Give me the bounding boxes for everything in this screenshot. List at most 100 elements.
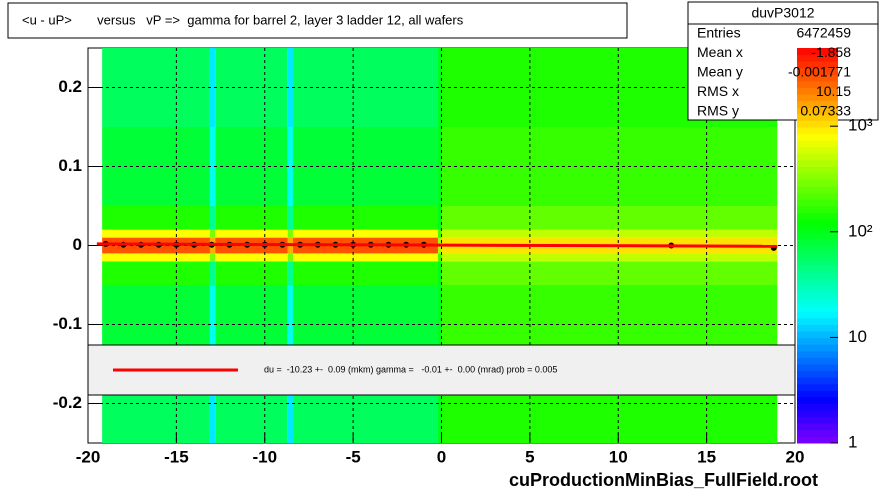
- z-tick-label: 1: [848, 432, 857, 451]
- heatmap-cell: [437, 127, 442, 206]
- color-scale-step: [797, 383, 838, 391]
- heatmap-cell: [441, 253, 778, 262]
- heatmap-cell: [215, 261, 288, 285]
- heatmap-cell: [102, 229, 210, 238]
- heatmap-cell: [287, 364, 294, 443]
- x-tick-label: 5: [525, 447, 534, 466]
- color-scale-step: [797, 390, 838, 398]
- heatmap-cell: [209, 127, 216, 206]
- heatmap-cell: [102, 253, 210, 262]
- color-scale-step: [797, 331, 838, 339]
- heatmap-cell: [287, 285, 294, 364]
- stats-value: 0.07333: [800, 103, 851, 119]
- color-scale-step: [797, 212, 838, 220]
- color-scale-step: [797, 291, 838, 299]
- z-tick-label: 10³: [848, 116, 873, 135]
- y-tick-label: 0.2: [58, 77, 82, 96]
- color-scale-step: [797, 278, 838, 286]
- heatmap-cell: [437, 261, 442, 285]
- color-scale-step: [797, 403, 838, 411]
- color-scale-step: [797, 350, 838, 358]
- color-scale-step: [797, 396, 838, 404]
- heatmap-cell: [209, 229, 216, 238]
- color-scale-step: [797, 80, 838, 88]
- heatmap-cell: [441, 229, 778, 238]
- color-scale-step: [797, 357, 838, 365]
- x-tick-label: 10: [609, 447, 628, 466]
- color-scale-step: [797, 238, 838, 246]
- y-tick-label: -0.2: [53, 393, 82, 412]
- color-scale-step: [797, 140, 838, 148]
- heatmap-cell: [209, 261, 216, 285]
- color-scale-step: [797, 173, 838, 181]
- heatmap-cell: [287, 253, 294, 262]
- heatmap-cell: [209, 285, 216, 364]
- x-tick-label: 0: [437, 447, 446, 466]
- color-scale-step: [797, 311, 838, 319]
- color-scale-step: [797, 120, 838, 128]
- heatmap-cell: [102, 206, 210, 230]
- heatmap-cell: [441, 261, 778, 285]
- z-tick-label: 10: [848, 327, 867, 346]
- stats-label: Mean x: [697, 44, 743, 60]
- color-scale-step: [797, 186, 838, 194]
- y-tick-label: -0.1: [53, 314, 82, 333]
- x-tick-label: -10: [252, 447, 277, 466]
- heatmap-cell: [287, 206, 294, 230]
- color-scale-step: [797, 423, 838, 431]
- stats-value: -0.001771: [788, 64, 851, 80]
- heatmap-cell: [293, 229, 438, 238]
- color-scale-step: [797, 225, 838, 233]
- color-scale-step: [797, 74, 838, 82]
- heatmap-cell: [437, 364, 442, 443]
- color-scale-step: [797, 146, 838, 154]
- color-scale-step: [797, 61, 838, 69]
- heatmap-cell: [437, 253, 442, 262]
- heatmap-cell: [441, 206, 778, 230]
- heatmap-cell: [102, 261, 210, 285]
- color-scale-step: [797, 153, 838, 161]
- heatmap-cell: [293, 206, 438, 230]
- color-scale-step: [797, 166, 838, 174]
- color-scale-step: [797, 113, 838, 121]
- color-scale-step: [797, 298, 838, 306]
- color-scale-step: [797, 159, 838, 167]
- stats-label: RMS x: [697, 83, 739, 99]
- color-scale-step: [797, 199, 838, 207]
- color-scale-step: [797, 219, 838, 227]
- color-scale-step: [797, 206, 838, 214]
- color-scale-step: [797, 245, 838, 253]
- color-scale-step: [797, 285, 838, 293]
- stats-box: [687, 1, 879, 121]
- color-scale-step: [797, 304, 838, 312]
- color-scale-step: [797, 252, 838, 260]
- x-tick-label: 15: [697, 447, 716, 466]
- color-scale-step: [797, 107, 838, 115]
- stats-value: -1.858: [811, 44, 851, 60]
- heatmap-cell: [437, 229, 442, 238]
- heatmap-cell: [293, 253, 438, 262]
- stats-name: duvP3012: [751, 5, 814, 21]
- color-scale-step: [797, 67, 838, 75]
- x-tick-label: -20: [76, 447, 101, 466]
- fit-legend-label: du = -10.23 +- 0.09 (mkm) gamma = -0.01 …: [264, 364, 557, 374]
- color-scale-step: [797, 416, 838, 424]
- title-box: [7, 2, 628, 39]
- heatmap-cell: [287, 48, 294, 127]
- stats-value: 6472459: [796, 25, 851, 41]
- y-tick-label: 0.1: [58, 156, 82, 175]
- color-scale-step: [797, 258, 838, 266]
- y-tick-label: 0: [73, 235, 82, 254]
- chart-title: <u - uP> versus vP => gamma for barrel 2…: [22, 12, 464, 27]
- heatmap-cell: [215, 253, 288, 262]
- color-scale-step: [797, 429, 838, 437]
- heatmap-cell: [437, 48, 442, 127]
- color-scale-step: [797, 54, 838, 62]
- color-scale-step: [797, 265, 838, 273]
- fit-line: [96, 242, 778, 248]
- stats-label: RMS y: [697, 103, 739, 119]
- footer: cuProductionMinBias_FullField.root: [509, 470, 818, 490]
- heatmap-cell: [437, 206, 442, 230]
- color-scale-step: [797, 94, 838, 102]
